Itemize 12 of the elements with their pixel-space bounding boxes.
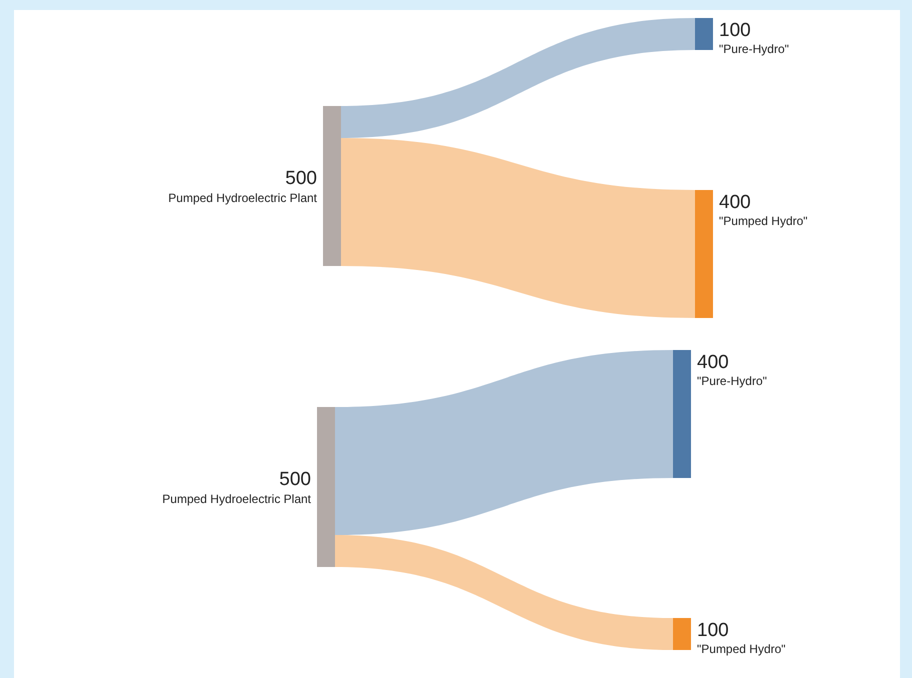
data-label: 400 — [719, 192, 751, 213]
data-label: 100 — [697, 620, 729, 641]
category-label: "Pure-Hydro" — [697, 374, 767, 388]
category-label: Pumped Hydroelectric Plant — [168, 191, 318, 205]
data-label: 500 — [285, 168, 317, 189]
category-label: "Pumped Hydro" — [719, 214, 808, 228]
data-label: 400 — [697, 352, 729, 373]
category-label: "Pumped Hydro" — [697, 642, 786, 656]
category-label: Pumped Hydroelectric Plant — [162, 492, 312, 506]
data-label: 100 — [719, 20, 751, 41]
category-label: "Pure-Hydro" — [719, 42, 789, 56]
data-label: 500 — [279, 469, 311, 490]
